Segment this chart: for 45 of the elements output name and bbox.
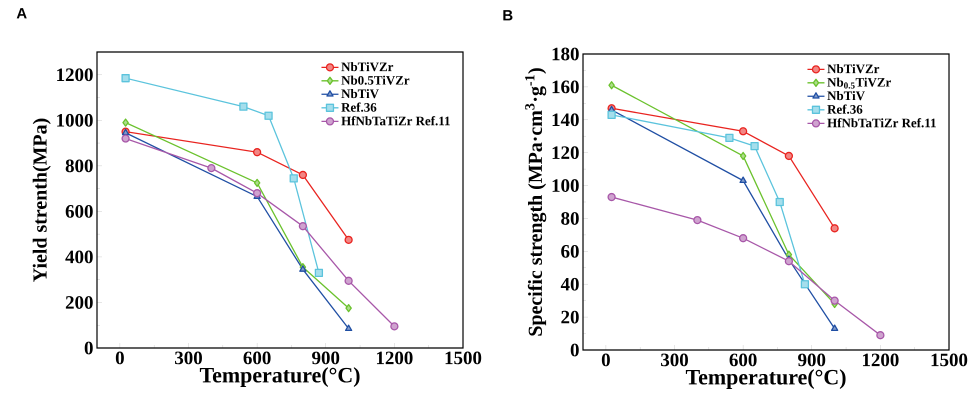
legend-label: HfNbTaTiZr Ref.11 bbox=[341, 116, 450, 126]
x-tick-label: 300 bbox=[175, 352, 202, 364]
legend-label: NbTiVZr bbox=[827, 64, 880, 74]
x-tick-label: 300 bbox=[661, 354, 688, 366]
x-axis-title: Temperature(°C) bbox=[200, 367, 360, 388]
legend-label: NbTiVZr bbox=[341, 62, 394, 72]
legend-label: NbTiV bbox=[827, 91, 865, 100]
y-axis-title: Yield strenth(MPa) bbox=[32, 118, 51, 282]
y-tick-label: 40 bbox=[560, 278, 579, 291]
y-tick-label: 20 bbox=[561, 310, 579, 324]
y-tick-label: 0 bbox=[570, 344, 579, 356]
y-tick-label: 0 bbox=[84, 342, 93, 354]
x-tick-label: 0 bbox=[602, 354, 610, 366]
y-tick-label: 600 bbox=[66, 205, 93, 218]
y-tick-label: 120 bbox=[552, 146, 579, 160]
y-tick-label: 1200 bbox=[57, 68, 93, 82]
legend-label: Ref.36 bbox=[341, 102, 376, 112]
legend-label: HfNbTaTiZr Ref.11 bbox=[827, 118, 936, 128]
y-tick-label: 60 bbox=[561, 244, 579, 258]
x-tick-label: 900 bbox=[312, 352, 340, 364]
y-tick-label: 80 bbox=[561, 212, 579, 225]
legend-label: Nb$_{0.5}$TiVZr bbox=[827, 78, 891, 89]
y-tick-label: 180 bbox=[552, 48, 579, 60]
y-tick-label: 800 bbox=[66, 159, 93, 172]
y-tick-label: 160 bbox=[552, 80, 579, 94]
x-axis-title: Temperature(°C) bbox=[686, 369, 846, 390]
x-tick-label: 1500 bbox=[446, 352, 482, 364]
x-tick-label: 1200 bbox=[376, 352, 413, 364]
y-tick-label: 1000 bbox=[57, 114, 93, 127]
y-tick-label: 100 bbox=[552, 179, 579, 192]
chart-title: A bbox=[16, 8, 27, 18]
x-tick-label: 600 bbox=[730, 354, 757, 366]
y-axis-title: Specific strength (MPa·cm$^{3}$·g$^{-1}$) bbox=[525, 68, 546, 336]
legend-label: NbTiV bbox=[341, 89, 379, 98]
legend-label: Nb0.5TiVZr bbox=[341, 76, 410, 85]
y-tick-label: 400 bbox=[65, 250, 93, 264]
y-tick-label: 140 bbox=[552, 113, 579, 126]
x-tick-label: 600 bbox=[244, 352, 271, 364]
x-tick-label: 900 bbox=[798, 354, 826, 366]
x-tick-label: 1500 bbox=[932, 354, 968, 366]
legend-label: Ref.36 bbox=[827, 104, 862, 114]
y-tick-label: 200 bbox=[66, 296, 93, 309]
x-tick-label: 1200 bbox=[862, 354, 899, 366]
chart-title: B bbox=[503, 10, 512, 20]
x-tick-label: 0 bbox=[116, 352, 124, 364]
